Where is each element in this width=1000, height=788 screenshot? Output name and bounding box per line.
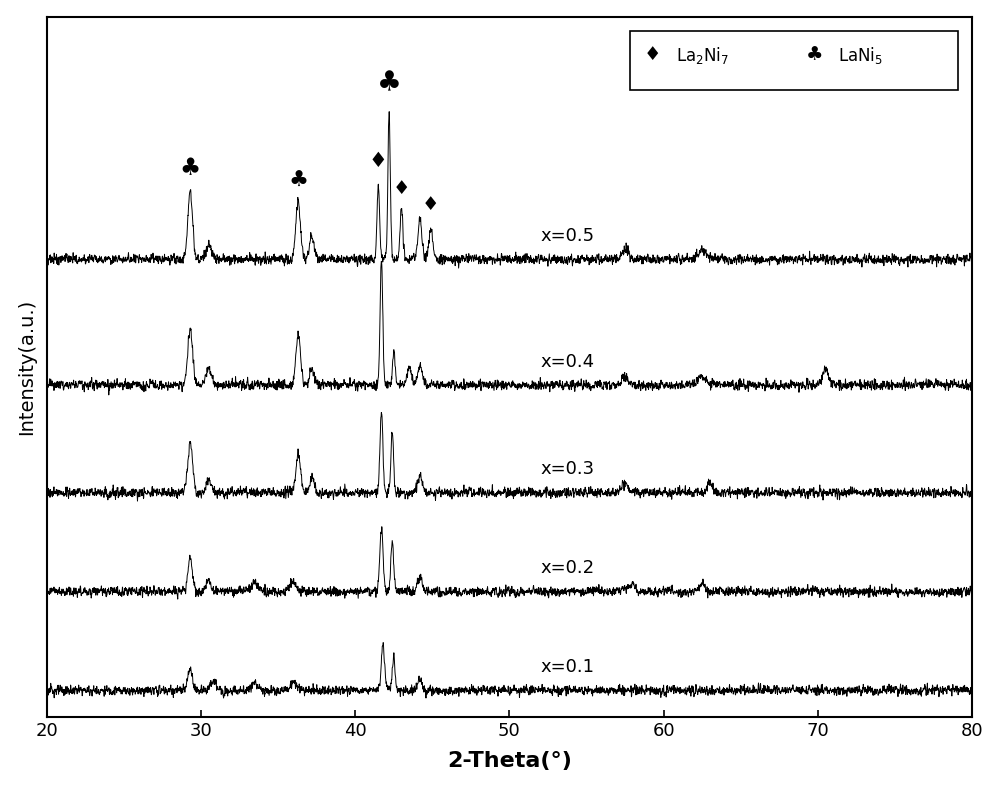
FancyBboxPatch shape xyxy=(630,31,958,91)
Text: ♦: ♦ xyxy=(644,45,661,64)
Text: x=0.2: x=0.2 xyxy=(540,559,594,578)
Text: ♦: ♦ xyxy=(422,195,440,214)
Text: ♣: ♣ xyxy=(805,45,823,64)
Text: x=0.5: x=0.5 xyxy=(540,227,594,245)
Text: x=0.4: x=0.4 xyxy=(540,352,594,370)
Text: ♣: ♣ xyxy=(377,69,402,98)
Text: ♣: ♣ xyxy=(288,171,308,191)
Text: ♣: ♣ xyxy=(180,156,201,180)
Text: ♦: ♦ xyxy=(393,179,410,198)
Y-axis label: Intensity(a.u.): Intensity(a.u.) xyxy=(17,299,36,435)
Text: x=0.1: x=0.1 xyxy=(540,658,594,676)
Text: x=0.3: x=0.3 xyxy=(540,460,594,478)
X-axis label: 2-Theta(°): 2-Theta(°) xyxy=(447,751,572,771)
Text: La$_2$Ni$_7$: La$_2$Ni$_7$ xyxy=(676,45,729,65)
Text: ♦: ♦ xyxy=(369,151,388,171)
Text: LaNi$_5$: LaNi$_5$ xyxy=(838,45,883,65)
